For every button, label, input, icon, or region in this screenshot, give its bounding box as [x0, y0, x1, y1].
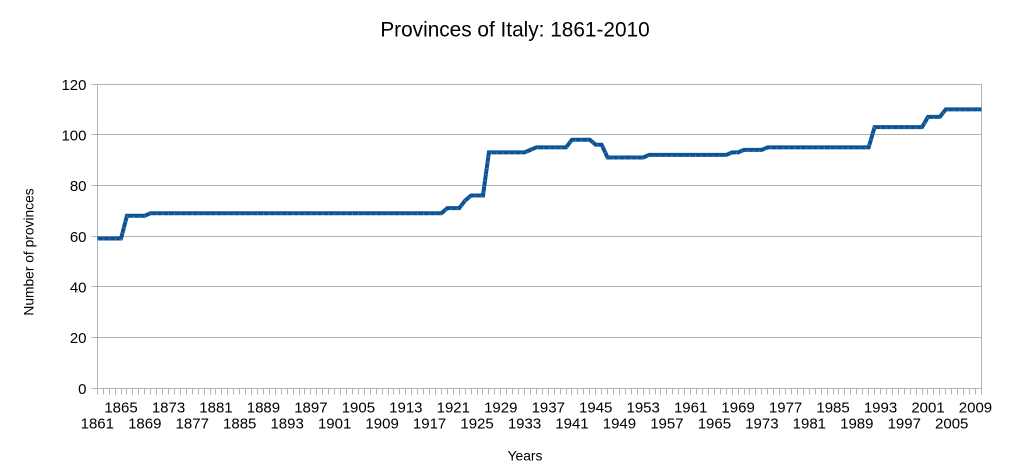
svg-text:1933: 1933 — [508, 416, 541, 433]
svg-text:1945: 1945 — [579, 400, 612, 417]
svg-text:1941: 1941 — [555, 416, 588, 433]
svg-text:1889: 1889 — [247, 400, 280, 417]
svg-text:1989: 1989 — [840, 416, 873, 433]
svg-text:1877: 1877 — [176, 416, 209, 433]
svg-text:1873: 1873 — [152, 400, 185, 417]
svg-text:1949: 1949 — [603, 416, 636, 433]
svg-text:1901: 1901 — [318, 416, 351, 433]
svg-text:1869: 1869 — [128, 416, 161, 433]
svg-text:120: 120 — [61, 77, 86, 94]
svg-text:2009: 2009 — [959, 400, 992, 417]
svg-text:1977: 1977 — [769, 400, 802, 417]
svg-text:1961: 1961 — [674, 400, 707, 417]
svg-text:2005: 2005 — [935, 416, 968, 433]
svg-text:1893: 1893 — [270, 416, 303, 433]
svg-text:40: 40 — [70, 280, 87, 297]
svg-text:1909: 1909 — [365, 416, 398, 433]
svg-text:0: 0 — [78, 381, 86, 398]
svg-text:1921: 1921 — [437, 400, 470, 417]
svg-text:1993: 1993 — [864, 400, 897, 417]
svg-text:1897: 1897 — [294, 400, 327, 417]
svg-text:80: 80 — [70, 178, 87, 195]
svg-text:1881: 1881 — [199, 400, 232, 417]
svg-text:Provinces of Italy: 1861-2010: Provinces of Italy: 1861-2010 — [380, 18, 649, 41]
svg-text:20: 20 — [70, 330, 87, 347]
svg-text:100: 100 — [61, 128, 86, 145]
svg-text:1997: 1997 — [888, 416, 921, 433]
svg-text:1981: 1981 — [793, 416, 826, 433]
svg-text:1957: 1957 — [650, 416, 683, 433]
svg-text:1913: 1913 — [389, 400, 422, 417]
svg-text:1865: 1865 — [104, 400, 137, 417]
svg-text:1985: 1985 — [816, 400, 849, 417]
svg-text:2001: 2001 — [911, 400, 944, 417]
svg-text:1925: 1925 — [460, 416, 493, 433]
svg-text:1885: 1885 — [223, 416, 256, 433]
svg-text:Years: Years — [508, 449, 543, 464]
svg-text:Number of provinces: Number of provinces — [22, 188, 37, 315]
svg-text:1929: 1929 — [484, 400, 517, 417]
svg-text:60: 60 — [70, 229, 87, 246]
svg-text:1905: 1905 — [342, 400, 375, 417]
svg-text:1861: 1861 — [81, 416, 114, 433]
svg-text:1917: 1917 — [413, 416, 446, 433]
svg-text:1973: 1973 — [745, 416, 778, 433]
svg-text:1969: 1969 — [721, 400, 754, 417]
svg-text:1953: 1953 — [627, 400, 660, 417]
svg-text:1937: 1937 — [532, 400, 565, 417]
svg-text:1965: 1965 — [698, 416, 731, 433]
